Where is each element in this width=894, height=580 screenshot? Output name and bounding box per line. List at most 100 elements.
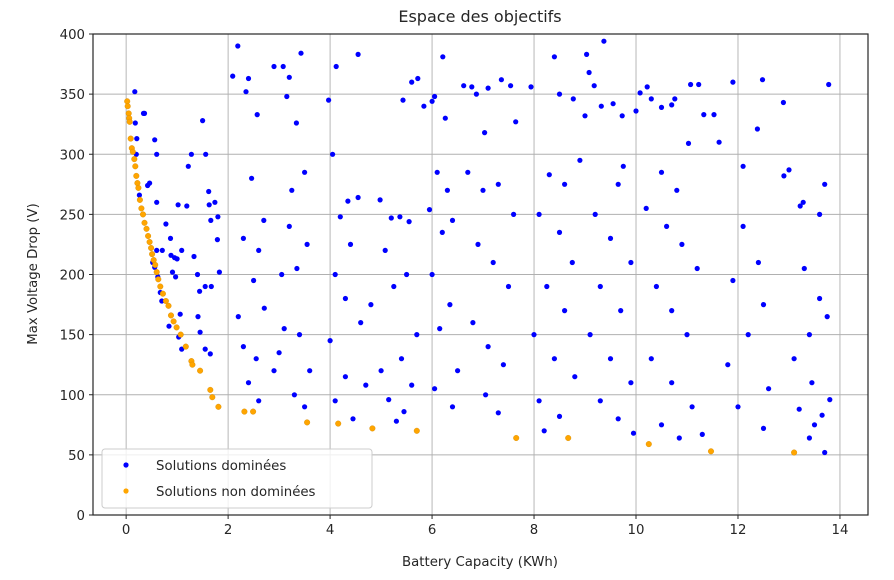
data-point <box>145 182 151 189</box>
data-point <box>669 102 675 108</box>
data-point <box>429 271 435 278</box>
x-tick-label: 8 <box>530 523 538 538</box>
data-point <box>565 435 572 442</box>
data-point <box>261 305 267 311</box>
data-point <box>179 346 185 352</box>
data-point <box>628 380 634 386</box>
x-tick-label: 2 <box>224 523 232 538</box>
data-point <box>531 332 537 338</box>
data-point <box>347 241 354 247</box>
data-point <box>167 312 174 319</box>
data-point <box>188 151 194 157</box>
data-point <box>195 314 201 320</box>
data-point <box>398 356 405 362</box>
data-point <box>421 103 427 109</box>
data-point <box>505 283 512 290</box>
data-point <box>182 343 189 350</box>
data-point <box>648 96 654 102</box>
data-point <box>245 75 252 82</box>
legend-frame <box>101 448 373 509</box>
data-point <box>326 97 332 103</box>
data-point <box>157 283 164 290</box>
data-point <box>711 112 717 118</box>
data-point <box>708 448 715 455</box>
data-point <box>208 283 214 290</box>
data-point <box>197 288 203 294</box>
data-point <box>406 219 412 225</box>
data-point <box>166 323 172 329</box>
data-point <box>207 351 213 357</box>
data-point <box>138 205 145 212</box>
data-point <box>730 277 736 284</box>
y-tick-label: 200 <box>60 269 85 284</box>
data-point <box>674 187 680 193</box>
data-point <box>513 435 520 442</box>
axes: 0 2 4 6 8 10 12 14 0 50 100 150 200 250 300 350 400 <box>60 28 869 538</box>
data-point <box>455 368 461 374</box>
legend-marker-non-dominated <box>123 488 129 494</box>
data-point <box>256 398 262 404</box>
data-point <box>209 394 216 401</box>
data-point <box>485 85 491 91</box>
data-point <box>197 329 203 335</box>
data-point <box>643 205 649 211</box>
data-point <box>281 326 287 332</box>
data-point <box>327 338 333 344</box>
data-point <box>185 163 191 169</box>
data-point <box>175 202 181 208</box>
data-point <box>630 430 637 436</box>
data-point <box>369 425 376 432</box>
data-point <box>822 181 828 187</box>
data-point <box>601 38 607 44</box>
data-point <box>173 324 180 331</box>
data-point <box>215 214 221 220</box>
data-point <box>159 290 166 297</box>
data-point <box>170 318 177 325</box>
data-point <box>633 108 639 114</box>
data-point <box>689 404 695 410</box>
data-point <box>136 192 142 198</box>
data-point <box>800 199 806 205</box>
data-point <box>740 163 746 169</box>
data-point <box>536 211 542 217</box>
data-point <box>197 367 204 374</box>
data-point <box>302 169 308 175</box>
data-point <box>133 172 140 179</box>
data-point <box>214 237 220 243</box>
data-point <box>470 320 476 326</box>
data-point <box>760 425 767 431</box>
data-point <box>551 54 558 60</box>
data-point <box>155 276 162 283</box>
data-point <box>444 187 450 193</box>
data-point <box>184 203 190 209</box>
data-point <box>159 247 165 253</box>
y-tick-label: 350 <box>60 88 85 103</box>
legend-label-dominated: Solutions dominées <box>156 458 286 474</box>
data-point <box>271 63 277 70</box>
data-point <box>498 77 504 83</box>
data-point <box>664 223 670 229</box>
data-point <box>304 419 311 426</box>
data-point <box>735 404 741 410</box>
data-point <box>653 283 660 290</box>
data-point <box>279 271 285 278</box>
data-point <box>208 217 214 223</box>
data-point <box>766 386 772 392</box>
data-point <box>495 410 501 416</box>
data-point <box>437 326 443 332</box>
data-point <box>132 163 139 170</box>
data-point <box>191 253 197 260</box>
data-point <box>582 113 588 119</box>
data-point <box>235 314 241 320</box>
data-point <box>469 84 475 90</box>
data-point <box>716 139 722 145</box>
data-point <box>131 156 138 163</box>
data-point <box>132 120 138 126</box>
data-point <box>296 332 303 338</box>
data-point <box>358 320 364 326</box>
data-point <box>508 83 514 89</box>
data-point <box>162 298 169 305</box>
data-point <box>473 91 479 97</box>
data-point <box>207 386 214 393</box>
data-point <box>658 169 665 175</box>
